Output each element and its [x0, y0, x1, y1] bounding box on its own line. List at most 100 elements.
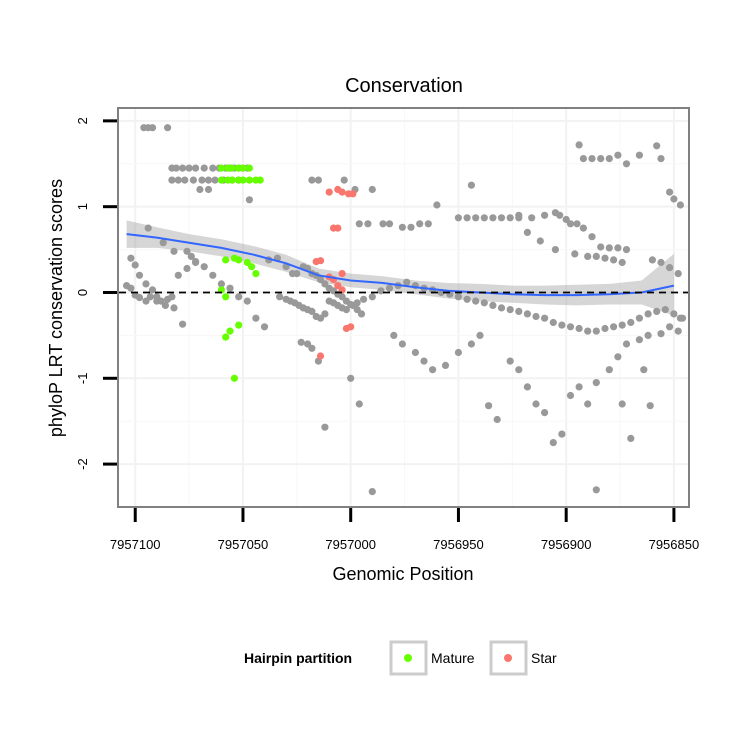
point-other — [316, 314, 325, 322]
point-other — [321, 423, 329, 431]
point-other — [549, 439, 557, 447]
point-mature — [235, 256, 243, 264]
point-other — [566, 220, 575, 228]
point-other — [135, 271, 144, 279]
point-other — [168, 176, 176, 184]
point-other — [153, 297, 161, 305]
point-mature — [245, 164, 253, 172]
y-axis-title: phyloP LRT conservation scores — [46, 179, 66, 437]
point-other — [385, 284, 394, 292]
point-other — [528, 214, 536, 222]
point-other — [635, 314, 644, 322]
point-mature — [239, 176, 247, 184]
x-tick-label: 7957100 — [110, 537, 161, 552]
point-other — [622, 340, 631, 348]
point-other — [627, 318, 635, 327]
point-other — [416, 220, 424, 228]
point-other — [575, 324, 583, 333]
point-other — [321, 310, 329, 318]
point-mature — [235, 321, 243, 329]
point-other — [398, 223, 406, 231]
point-other — [579, 224, 588, 232]
point-other — [601, 254, 609, 262]
point-other — [566, 391, 575, 400]
point-other — [584, 327, 592, 335]
point-other — [454, 214, 462, 222]
point-other — [183, 264, 191, 273]
point-other — [584, 400, 592, 408]
point-other — [192, 258, 200, 267]
point-other — [541, 211, 549, 219]
point-other — [666, 264, 674, 272]
point-other — [183, 247, 191, 255]
point-mature — [217, 176, 225, 184]
point-other — [131, 261, 139, 269]
point-other — [489, 214, 497, 222]
point-other — [467, 340, 475, 348]
point-other — [357, 310, 366, 318]
x-axis-title: Genomic Position — [332, 564, 473, 584]
point-star — [316, 352, 325, 360]
point-other — [601, 324, 609, 333]
point-other — [592, 327, 600, 335]
point-other — [407, 223, 415, 231]
point-mature — [245, 176, 253, 184]
point-mature — [248, 263, 256, 271]
chart-title: Conservation — [345, 75, 463, 97]
point-other — [355, 400, 363, 408]
point-other — [196, 185, 204, 194]
point-other — [618, 321, 626, 329]
point-other — [532, 312, 540, 321]
point-other — [164, 295, 172, 303]
point-other — [573, 220, 581, 228]
point-other — [142, 280, 150, 288]
smooth-fit-line — [126, 233, 675, 297]
point-other — [558, 430, 566, 438]
point-other — [170, 304, 178, 312]
point-other — [579, 155, 588, 163]
point-other — [127, 254, 135, 262]
point-other — [614, 151, 622, 159]
y-tick-label: 2 — [75, 117, 90, 124]
point-other — [441, 361, 450, 369]
point-other — [515, 211, 523, 219]
point-other — [644, 331, 652, 339]
point-other — [676, 201, 685, 209]
point-mature — [228, 176, 236, 184]
point-mature — [226, 327, 234, 335]
legend-dot-mature — [404, 654, 412, 662]
point-other — [588, 233, 596, 241]
point-other — [627, 434, 635, 442]
point-other — [164, 124, 172, 132]
point-other — [566, 323, 575, 331]
point-other — [252, 314, 260, 322]
point-other — [610, 323, 618, 331]
point-other — [493, 415, 501, 424]
point-other — [635, 151, 644, 159]
point-other — [187, 252, 195, 260]
point-other — [622, 160, 631, 168]
smooth-fit-path — [126, 233, 675, 297]
point-other — [584, 252, 592, 260]
point-star — [325, 188, 333, 196]
plot-panel — [117, 107, 690, 508]
point-other — [506, 214, 514, 222]
x-tick-label: 7956950 — [433, 537, 484, 552]
point-other — [497, 214, 506, 222]
point-other — [657, 258, 665, 267]
point-other — [398, 340, 406, 348]
point-other — [497, 304, 506, 312]
point-other — [480, 299, 488, 307]
point-other — [293, 270, 301, 278]
point-other — [674, 270, 682, 278]
point-other — [403, 278, 411, 286]
point-other — [666, 188, 674, 196]
point-other — [379, 220, 387, 228]
y-tick-label: -2 — [75, 458, 90, 470]
point-other — [670, 310, 678, 318]
point-other — [179, 164, 187, 172]
point-other — [174, 271, 182, 279]
point-other — [172, 164, 180, 172]
point-other — [648, 256, 657, 264]
